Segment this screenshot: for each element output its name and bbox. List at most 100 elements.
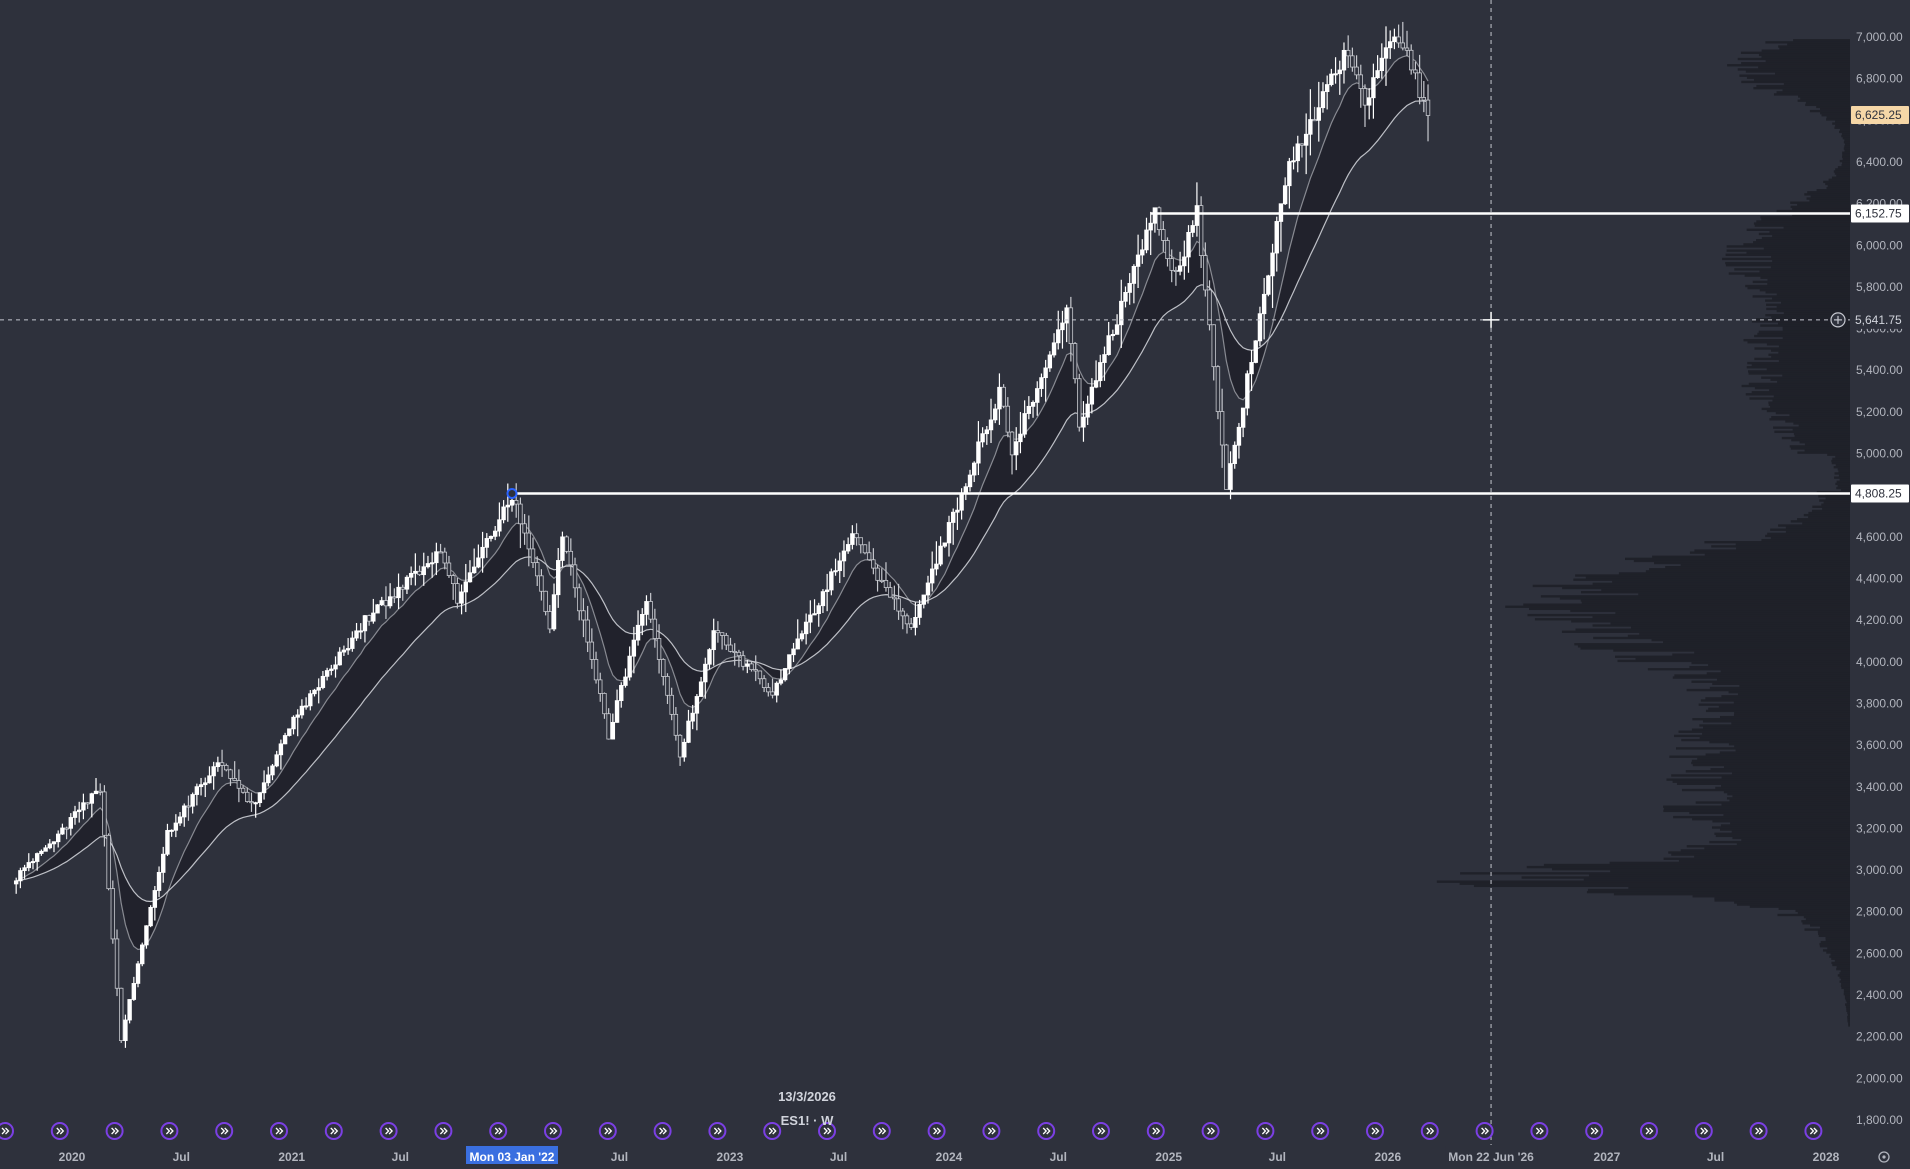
event-marker-icon[interactable] (653, 1122, 672, 1140)
volume-profile-bar (1842, 155, 1850, 159)
candle (984, 426, 990, 445)
volume-profile-bar (1838, 474, 1850, 477)
candle (459, 584, 464, 615)
event-marker-icon[interactable] (1804, 1122, 1823, 1140)
event-marker-icon[interactable] (1420, 1122, 1439, 1140)
volume-profile-bar (1731, 772, 1850, 775)
event-marker-icon[interactable] (927, 1122, 946, 1140)
volume-profile-bar (1797, 451, 1850, 454)
candle (282, 732, 288, 745)
event-marker-icon[interactable] (379, 1122, 398, 1140)
candle (1303, 113, 1309, 175)
candle (1173, 266, 1179, 286)
candle (358, 623, 363, 640)
candle (1421, 81, 1427, 113)
event-marker-icon[interactable] (818, 1122, 836, 1140)
volume-profile-bar (1805, 103, 1850, 107)
candle (623, 668, 628, 688)
volume-profile-bar (1718, 705, 1850, 708)
candle (967, 469, 973, 492)
event-marker-icon[interactable] (982, 1122, 1001, 1140)
volume-profile-bar (1635, 657, 1850, 661)
event-marker-icon[interactable] (1256, 1122, 1275, 1140)
candle (1056, 310, 1061, 350)
volume-profile-bar (1747, 341, 1850, 344)
event-marker-icon[interactable] (1146, 1122, 1165, 1140)
event-marker-icon[interactable] (1694, 1122, 1713, 1140)
volume-profile-bar (1726, 797, 1850, 800)
event-marker-icon[interactable] (544, 1122, 562, 1140)
event-marker-icon[interactable] (270, 1122, 288, 1140)
event-marker-icon[interactable] (1475, 1122, 1494, 1140)
add-alert-plus-icon[interactable] (1830, 312, 1846, 328)
volume-profile-bar (1573, 578, 1850, 581)
volume-profile-bar (1581, 601, 1850, 604)
volume-profile-bar (1838, 470, 1850, 473)
event-marker-icon[interactable] (708, 1122, 727, 1140)
candle (640, 608, 645, 636)
candle (1135, 234, 1141, 288)
volume-profile-bar (1834, 472, 1850, 475)
volume-profile-bar (1728, 743, 1850, 746)
candle (669, 687, 674, 721)
candle (1106, 321, 1111, 356)
volume-profile-bar (1586, 890, 1850, 894)
event-marker-icon[interactable] (763, 1122, 782, 1140)
volume-profile-bar (1610, 622, 1850, 625)
volume-profile-bar (1804, 193, 1850, 196)
event-marker-icon[interactable] (1640, 1122, 1658, 1140)
volume-profile-bar (1778, 45, 1850, 48)
candle (644, 595, 649, 626)
volume-profile-bar (1804, 443, 1850, 446)
volume-profile-bar (1773, 395, 1850, 398)
candle (690, 704, 695, 730)
volume-profile-bar (1831, 957, 1850, 960)
event-marker-icon[interactable] (1201, 1122, 1220, 1140)
time-axis-label: Jul (392, 1150, 409, 1164)
volume-profile-bar (1760, 216, 1850, 219)
candle (219, 749, 225, 777)
candle (140, 942, 145, 967)
event-marker-icon[interactable] (50, 1122, 69, 1140)
event-markers[interactable] (0, 1122, 1823, 1140)
event-marker-icon[interactable] (324, 1122, 343, 1140)
event-marker-icon[interactable] (1530, 1122, 1549, 1140)
candle (274, 750, 279, 768)
volume-profile-bar (1839, 128, 1850, 132)
event-marker-icon[interactable] (434, 1122, 453, 1140)
event-marker-icon[interactable] (598, 1122, 617, 1140)
event-marker-icon[interactable] (105, 1122, 124, 1140)
volume-profile-bar (1832, 122, 1850, 125)
event-marker-icon[interactable] (1092, 1122, 1110, 1140)
volume-profile-bar (1746, 366, 1850, 369)
horizontal-lines[interactable] (506, 212, 1850, 499)
settings-gear-icon[interactable] (1878, 1151, 1890, 1163)
event-marker-icon[interactable] (1037, 1122, 1056, 1140)
volume-profile-bar (1734, 268, 1850, 271)
volume-profile-bar (1613, 649, 1850, 652)
event-marker-icon[interactable] (1366, 1122, 1384, 1140)
line-anchor-handle[interactable] (506, 487, 518, 499)
candle (1379, 43, 1384, 79)
event-marker-icon[interactable] (160, 1122, 179, 1140)
candle (375, 604, 380, 614)
candle (564, 535, 569, 554)
candle (799, 630, 805, 642)
event-marker-icon[interactable] (489, 1122, 508, 1140)
event-marker-icon[interactable] (215, 1122, 234, 1140)
event-marker-icon[interactable] (1749, 1122, 1768, 1140)
candle (522, 514, 527, 545)
event-marker-icon[interactable] (0, 1122, 14, 1140)
event-marker-icon[interactable] (1311, 1122, 1330, 1140)
volume-profile-bar (1834, 172, 1850, 175)
volume-profile-bar (1723, 790, 1850, 794)
time-axis[interactable]: 2020 Jul 2021 Jul Jul 2023 Jul 2024 Jul 2025 Jul 20… (59, 1146, 1840, 1164)
volume-profile-bar (1668, 851, 1850, 854)
event-marker-icon[interactable] (1585, 1122, 1604, 1140)
candle (127, 999, 132, 1024)
volume-profile-bar (1767, 282, 1850, 286)
volume-profile-bar (1802, 522, 1850, 525)
event-marker-icon[interactable] (872, 1122, 891, 1140)
